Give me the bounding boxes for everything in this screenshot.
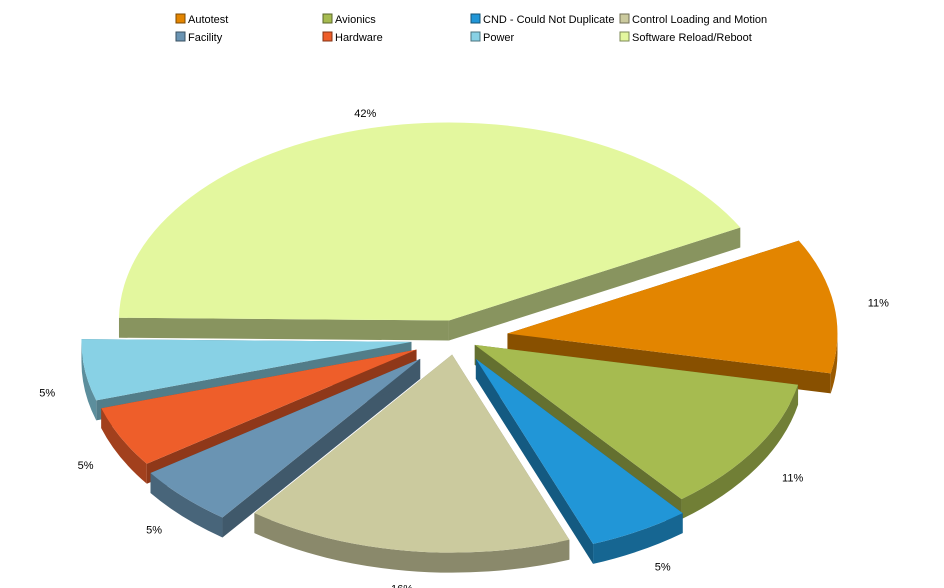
slice-top bbox=[101, 349, 417, 464]
pie-slice bbox=[474, 344, 799, 520]
slice-rim bbox=[830, 333, 838, 394]
legend-item: Power bbox=[470, 31, 515, 44]
pie-slice bbox=[150, 358, 421, 538]
legend-swatch bbox=[322, 13, 333, 24]
legend-swatch bbox=[175, 31, 186, 42]
legend-swatch bbox=[175, 13, 186, 24]
slice-wall bbox=[507, 333, 831, 394]
legend-label: Hardware bbox=[335, 32, 383, 44]
slice-percent-label: 5% bbox=[655, 561, 671, 573]
legend-label: Avionics bbox=[335, 14, 376, 26]
pie-slice bbox=[254, 354, 570, 573]
slice-wall bbox=[448, 227, 741, 341]
slice-percent-label: 11% bbox=[782, 472, 803, 484]
legend-item: Autotest bbox=[175, 13, 228, 26]
pie-slice bbox=[118, 122, 741, 341]
legend-swatch bbox=[619, 31, 630, 42]
legend-label: Control Loading and Motion bbox=[632, 14, 767, 26]
legend-item: CND - Could Not Duplicate bbox=[470, 13, 614, 26]
legend-swatch bbox=[322, 31, 333, 42]
legend: Autotest Avionics CND - Could Not Duplicat… bbox=[175, 13, 767, 44]
slice-top bbox=[81, 339, 412, 401]
legend-label: Facility bbox=[188, 32, 223, 44]
legend-label: CND - Could Not Duplicate bbox=[483, 14, 614, 26]
slice-percent-label: 11% bbox=[868, 297, 889, 309]
pie-slice bbox=[475, 358, 683, 564]
legend-swatch bbox=[619, 13, 630, 24]
legend-item: Facility bbox=[175, 31, 223, 44]
slice-top bbox=[475, 358, 683, 544]
legend-swatch bbox=[470, 31, 481, 42]
legend-item: Avionics bbox=[322, 13, 376, 26]
slice-rim bbox=[101, 408, 147, 484]
slice-rim bbox=[593, 513, 683, 564]
slice-wall bbox=[118, 317, 449, 341]
pie-slice bbox=[507, 240, 838, 394]
legend-label: Autotest bbox=[188, 14, 228, 26]
legend-label: Software Reload/Reboot bbox=[632, 32, 752, 44]
slice-percent-label: 5% bbox=[146, 525, 162, 537]
slice-wall bbox=[222, 358, 421, 538]
slice-percent-label: 16% bbox=[391, 584, 413, 588]
pie-labels: 11% 11% 5% 16% 5% 5% 5% 42% bbox=[39, 108, 889, 588]
slice-top bbox=[254, 354, 570, 553]
pie-slices bbox=[81, 122, 838, 573]
slice-top bbox=[118, 122, 741, 321]
slice-rim bbox=[681, 384, 799, 520]
slice-rim bbox=[254, 513, 570, 573]
slice-percent-label: 5% bbox=[78, 460, 94, 472]
legend-swatch bbox=[470, 13, 481, 24]
slice-percent-label: 42% bbox=[354, 108, 376, 120]
slice-top bbox=[150, 358, 421, 518]
legend-item: Software Reload/Reboot bbox=[619, 31, 752, 44]
slice-rim bbox=[150, 473, 223, 538]
slice-rim bbox=[81, 341, 97, 421]
legend-item: Control Loading and Motion bbox=[619, 13, 767, 26]
slice-percent-label: 5% bbox=[39, 388, 55, 400]
legend-item: Hardware bbox=[322, 31, 383, 44]
slice-wall bbox=[475, 358, 594, 564]
legend-label: Power bbox=[483, 32, 515, 44]
slice-top bbox=[474, 344, 799, 500]
slice-top bbox=[507, 240, 838, 374]
